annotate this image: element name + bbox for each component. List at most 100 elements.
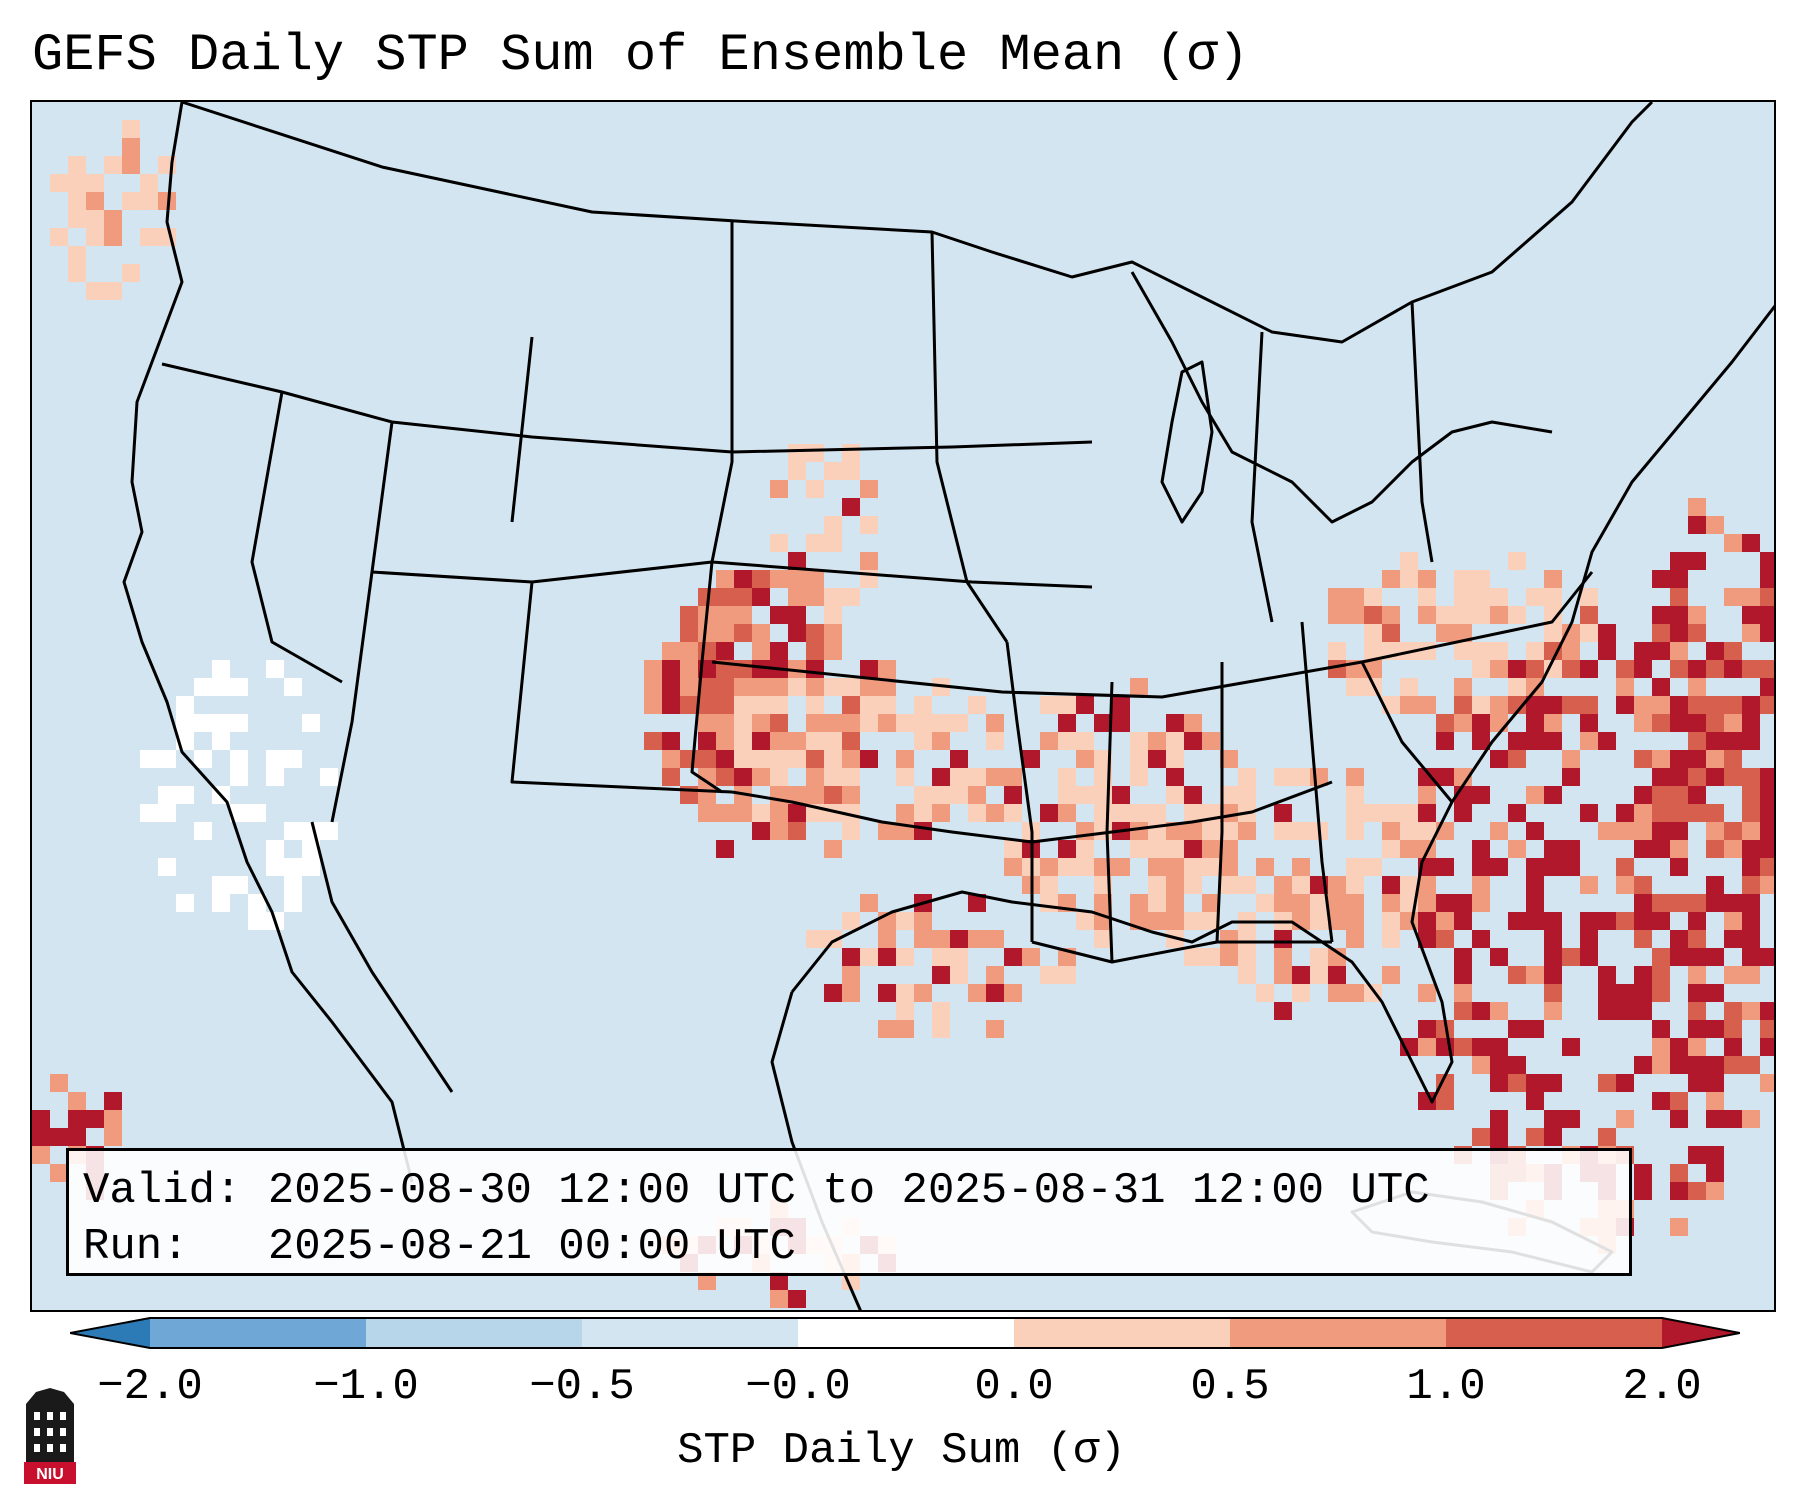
anomaly-cell (1166, 912, 1184, 930)
anomaly-cell (1742, 786, 1760, 804)
cbar-bin-7 (1446, 1318, 1662, 1348)
anomaly-cell (1670, 1092, 1688, 1110)
anomaly-cell (1706, 516, 1724, 534)
anomaly-cell (860, 750, 878, 768)
anomaly-cell (842, 822, 860, 840)
anomaly-cell (1472, 894, 1490, 912)
anomaly-cell (1382, 912, 1400, 930)
anomaly-cell (716, 750, 734, 768)
anomaly-cell (1256, 894, 1274, 912)
anomaly-cell (1094, 750, 1112, 768)
anomaly-cell (1760, 1002, 1774, 1020)
anomaly-cell (842, 462, 860, 480)
anomaly-cell (662, 732, 680, 750)
anomaly-cell (68, 174, 86, 192)
anomaly-cell (1490, 606, 1508, 624)
anomaly-cell (212, 876, 230, 894)
anomaly-cell (1616, 1002, 1634, 1020)
anomaly-cell (1544, 912, 1562, 930)
anomaly-cell (860, 948, 878, 966)
anomaly-cell (770, 606, 788, 624)
anomaly-cell (1346, 858, 1364, 876)
anomaly-cell (266, 840, 284, 858)
anomaly-cell (1508, 552, 1526, 570)
anomaly-cell (1544, 570, 1562, 588)
anomaly-cell (1472, 858, 1490, 876)
anomaly-cell (1580, 912, 1598, 930)
anomaly-cell (1274, 1002, 1292, 1020)
anomaly-cell (1004, 948, 1022, 966)
anomaly-cell (1526, 966, 1544, 984)
anomaly-cell (986, 984, 1004, 1002)
anomaly-cell (1328, 894, 1346, 912)
anomaly-cell (1436, 624, 1454, 642)
anomaly-cell (1400, 696, 1418, 714)
anomaly-cell (914, 984, 932, 1002)
anomaly-cell (1436, 912, 1454, 930)
anomaly-cell (140, 804, 158, 822)
anomaly-cell (1652, 642, 1670, 660)
anomaly-cell (1688, 606, 1706, 624)
anomaly-cell (806, 624, 824, 642)
anomaly-cell (1418, 894, 1436, 912)
anomaly-cell (734, 768, 752, 786)
anomaly-cell (1742, 1110, 1760, 1128)
anomaly-cell (1724, 1110, 1742, 1128)
anomaly-cell (1688, 750, 1706, 768)
anomaly-cell (734, 606, 752, 624)
anomaly-cell (86, 174, 104, 192)
anomaly-cell (734, 678, 752, 696)
anomaly-cell (1490, 1038, 1508, 1056)
anomaly-cell (1634, 894, 1652, 912)
anomaly-cell (986, 966, 1004, 984)
anomaly-cell (1418, 588, 1436, 606)
anomaly-cell (1670, 822, 1688, 840)
anomaly-cell (950, 948, 968, 966)
anomaly-cell (986, 1020, 1004, 1038)
anomaly-cell (212, 678, 230, 696)
us-canada-border (181, 102, 1654, 344)
anomaly-cell (1418, 822, 1436, 840)
anomaly-cell (878, 930, 896, 948)
anomaly-cell (824, 840, 842, 858)
anomaly-cell (1544, 966, 1562, 984)
anomaly-cell (752, 696, 770, 714)
anomaly-cell (1454, 984, 1472, 1002)
anomaly-cell (1760, 840, 1774, 858)
anomaly-cell (1760, 786, 1774, 804)
anomaly-cell (1490, 1110, 1508, 1128)
anomaly-cell (1580, 930, 1598, 948)
anomaly-cell (842, 696, 860, 714)
anomaly-cell (104, 156, 122, 174)
anomaly-cell (1580, 696, 1598, 714)
anomaly-cell (1706, 804, 1724, 822)
anomaly-cell (1382, 966, 1400, 984)
anomaly-cell (1706, 822, 1724, 840)
anomaly-cell (104, 228, 122, 246)
colorbar-label: STP Daily Sum (σ) (677, 1426, 1126, 1476)
anomaly-cell (1742, 768, 1760, 786)
anomaly-cell (1220, 876, 1238, 894)
anomaly-cell (716, 768, 734, 786)
anomaly-cell (1454, 606, 1472, 624)
anomaly-cell (770, 750, 788, 768)
anomaly-cell (1706, 642, 1724, 660)
anomaly-cell (842, 732, 860, 750)
anomaly-cell (824, 732, 842, 750)
anomaly-cell (1508, 696, 1526, 714)
anomaly-cell (1130, 732, 1148, 750)
anomaly-cell (1274, 876, 1292, 894)
anomaly-cell (158, 192, 176, 210)
anomaly-cell (1166, 840, 1184, 858)
cbar-bin-5 (1014, 1318, 1230, 1348)
anomaly-cell (1688, 1038, 1706, 1056)
anomaly-cell (1562, 750, 1580, 768)
anomaly-cell (1202, 948, 1220, 966)
anomaly-cell (1490, 858, 1508, 876)
anomaly-cell (1652, 804, 1670, 822)
anomaly-cell (698, 804, 716, 822)
anomaly-cell (878, 678, 896, 696)
anomaly-cell (1706, 1182, 1724, 1200)
anomaly-cell (842, 984, 860, 1002)
anomaly-cell (788, 588, 806, 606)
